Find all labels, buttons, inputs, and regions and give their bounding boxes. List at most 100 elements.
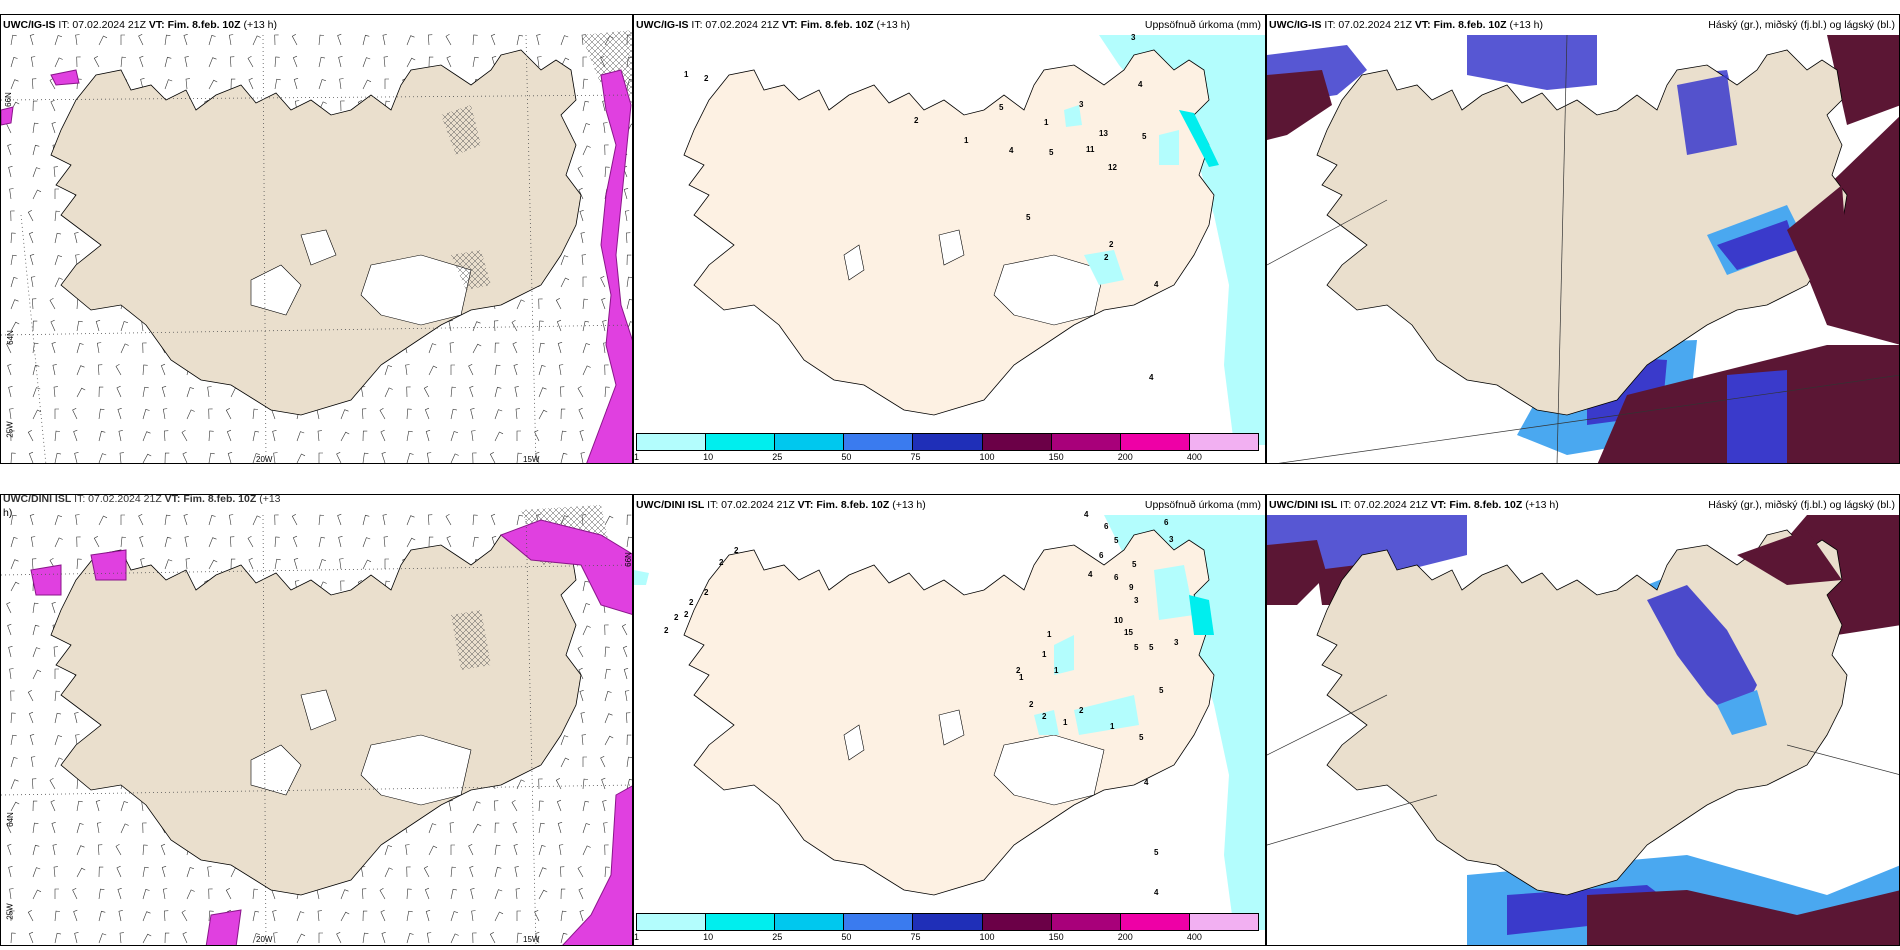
wind-barb <box>208 910 214 922</box>
wind-barb <box>31 778 37 790</box>
wind-barb <box>362 57 371 68</box>
wind-barb <box>76 387 86 398</box>
wind-barb <box>557 822 563 834</box>
wind-barb <box>291 514 298 526</box>
wind-barb <box>296 431 305 442</box>
wind-barb <box>208 452 215 463</box>
wind-barb <box>10 452 16 463</box>
wind-barb <box>74 232 79 244</box>
wind-barb <box>472 536 479 548</box>
wind-barb <box>6 602 12 614</box>
wind-barb <box>32 822 39 834</box>
wind-barb <box>426 932 432 944</box>
wind-barb <box>515 888 520 900</box>
wind-barb <box>98 453 107 463</box>
wind-barb <box>138 34 144 46</box>
wind-barb <box>142 844 148 856</box>
wind-barb <box>9 188 14 200</box>
panel-precip-dini: UWC/DINI ISL IT: 07.02.2024 21Z VT: Fim.… <box>633 494 1266 946</box>
precip-value-label: 5 <box>1114 536 1119 545</box>
wind-barb <box>208 559 218 570</box>
wind-barb <box>29 514 35 526</box>
wind-barb <box>162 408 168 420</box>
precip-value-label: 2 <box>664 626 669 635</box>
wind-barb <box>72 408 78 420</box>
wind-barb <box>513 844 518 856</box>
wind-barb <box>450 453 459 463</box>
wind-barb <box>339 558 344 570</box>
wind-barb <box>142 866 149 878</box>
wind-barb <box>602 320 607 332</box>
wind-barb <box>252 910 260 922</box>
wind-barb <box>560 408 566 420</box>
wind-barb <box>406 888 412 900</box>
colorbar-swatch <box>774 433 845 451</box>
precip-value-label: 6 <box>1164 518 1169 527</box>
wind-barb <box>139 535 144 548</box>
wind-barb <box>32 189 42 200</box>
wind-barb <box>31 78 37 90</box>
wind-barb <box>446 55 452 68</box>
wind-barb <box>604 735 614 746</box>
wind-barb <box>50 799 56 812</box>
wind-barb <box>117 408 122 420</box>
wind-barb <box>602 800 607 812</box>
wind-barb <box>247 536 254 548</box>
wind-barb <box>142 453 152 463</box>
wind-barb <box>27 690 34 702</box>
wind-barb <box>470 888 475 900</box>
wind-barb <box>49 78 56 90</box>
wind-barb <box>449 822 454 834</box>
wind-barb <box>207 386 212 398</box>
wind-barb <box>577 866 584 878</box>
panel-title: UWC/IG-IS IT: 07.02.2024 21Z VT: Fim. 8.… <box>1269 19 1544 31</box>
colorbar-label: 400 <box>1186 452 1202 462</box>
wind-barb <box>472 514 478 526</box>
wind-barb <box>76 56 81 68</box>
wind-barb <box>160 843 166 856</box>
wind-barb <box>340 409 349 420</box>
wind-barb <box>362 79 372 90</box>
wind-barb <box>626 536 632 548</box>
wind-barb <box>406 515 415 526</box>
wind-barb <box>96 822 102 834</box>
wind-barb <box>119 452 124 463</box>
wind-barb <box>405 844 410 856</box>
wind-barb <box>164 559 173 570</box>
wind-barb <box>98 888 105 900</box>
wind-barb <box>557 342 563 354</box>
wind-barb <box>32 144 40 156</box>
wind-barb <box>340 911 350 922</box>
wind-barb <box>582 276 587 287</box>
wind-barb <box>494 911 504 922</box>
wind-barb <box>50 99 56 112</box>
wind-barb <box>274 514 279 526</box>
panel-wind-icing-igis: UWC/IG-IS IT: 07.02.2024 21Z VT: Fim. 8.… <box>0 14 633 464</box>
wind-barb <box>142 364 148 376</box>
panel-subtitle: Háský (gr.), miðský (fj.bl.) og lágský (… <box>1708 499 1895 511</box>
wind-barb <box>427 34 433 46</box>
wind-barb <box>489 452 496 463</box>
wind-barb <box>296 933 306 944</box>
precip-value-label: 9 <box>1129 583 1134 592</box>
wind-barb <box>142 409 150 420</box>
wind-barb <box>10 932 16 944</box>
wind-barb <box>425 910 431 922</box>
wind-barb <box>252 888 259 900</box>
wind-barb <box>227 452 233 463</box>
wind-barb <box>296 453 306 463</box>
wind-barb <box>75 254 80 266</box>
wind-barb <box>252 453 260 463</box>
colorbar-swatch <box>981 913 1052 931</box>
precip-value-label: 2 <box>734 546 739 555</box>
wind-barb <box>10 57 18 68</box>
wind-barb <box>142 911 151 922</box>
wind-barb <box>556 319 562 332</box>
colorbar-swatch <box>912 913 983 931</box>
wind-barb <box>405 364 410 376</box>
precip-value-label: 4 <box>1149 373 1154 382</box>
wind-barb <box>32 647 41 658</box>
wind-barb <box>10 690 15 702</box>
wind-barb <box>577 646 584 658</box>
wind-barb <box>76 823 84 834</box>
